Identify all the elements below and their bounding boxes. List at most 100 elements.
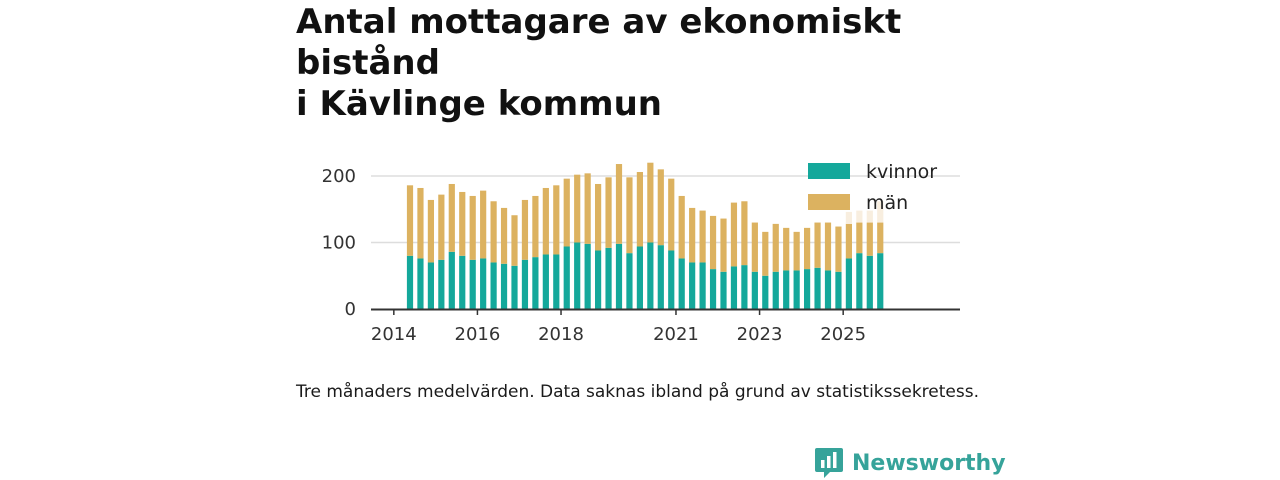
chart-caption: Tre månaders medelvärden. Data saknas ib… — [296, 382, 979, 402]
bar-man-35 — [772, 223, 779, 272]
bar-kvinnor-36 — [783, 270, 790, 309]
bar-kvinnor-24 — [657, 245, 664, 309]
bar-man-17 — [584, 173, 591, 244]
bar-kvinnor-39 — [814, 267, 821, 309]
bar-kvinnor-30 — [720, 271, 727, 309]
bar-kvinnor-32 — [741, 265, 748, 309]
bar-kvinnor-22 — [636, 246, 643, 309]
bar-kvinnor-27 — [689, 262, 696, 309]
bar-man-20 — [615, 164, 623, 244]
axes: 0 100 200 2014 2016 2018 2021 2023 2025 — [322, 166, 960, 345]
bar-man-21 — [626, 177, 633, 254]
bar-man-14 — [553, 185, 560, 255]
bar-man-34 — [762, 231, 769, 276]
bar-faded-44 — [866, 210, 873, 223]
legend-label-kvinnor: kvinnor — [866, 161, 937, 183]
legend-swatch-kvinnor — [808, 163, 850, 179]
x-tick-label: 2025 — [820, 324, 866, 345]
x-tick-label: 2023 — [737, 324, 783, 345]
bar-man-30 — [720, 218, 727, 272]
bar-kvinnor-16 — [574, 242, 581, 309]
bar-man-36 — [783, 227, 790, 271]
bar-faded-43 — [856, 210, 863, 223]
bar-man-28 — [699, 210, 706, 263]
bar-kvinnor-15 — [563, 246, 570, 309]
bar-kvinnor-6 — [469, 259, 476, 309]
bar-kvinnor-34 — [762, 275, 769, 309]
chart-title-line-2: i Kävlinge kommun — [296, 84, 663, 124]
bar-faded-42 — [845, 211, 852, 224]
bar-man-42 — [845, 223, 852, 259]
bar-kvinnor-43 — [856, 253, 863, 309]
bar-man-22 — [636, 172, 643, 247]
bar-man-11 — [521, 199, 529, 260]
bar-man-39 — [814, 222, 821, 268]
bar-man-10 — [511, 215, 518, 266]
bar-man-33 — [751, 222, 758, 272]
x-tick-label: 2016 — [455, 324, 501, 345]
bar-man-38 — [804, 227, 811, 270]
bar-kvinnor-21 — [626, 253, 633, 309]
bar-kvinnor-33 — [751, 271, 758, 309]
bar-man-1 — [417, 187, 424, 259]
bar-kvinnor-0 — [406, 255, 414, 309]
legend: kvinnor män — [808, 161, 937, 214]
bar-kvinnor-29 — [709, 269, 717, 309]
bar-kvinnor-35 — [772, 271, 779, 309]
bar-kvinnor-25 — [668, 250, 675, 309]
bar-man-12 — [532, 195, 539, 258]
bar-man-37 — [793, 231, 800, 271]
x-tick-label: 2018 — [538, 324, 584, 345]
bar-kvinnor-8 — [490, 262, 497, 309]
x-tick-label: 2021 — [653, 324, 699, 345]
bar-kvinnor-37 — [793, 270, 800, 309]
bar-man-18 — [595, 183, 602, 251]
legend-swatch-man — [808, 194, 850, 210]
bar-man-23 — [647, 162, 654, 243]
bar-kvinnor-28 — [699, 262, 706, 309]
bar-kvinnor-26 — [678, 258, 685, 309]
bar-man-40 — [824, 222, 832, 271]
newsworthy-logo-icon — [815, 448, 843, 478]
bar-man-8 — [490, 201, 497, 263]
bar-kvinnor-42 — [845, 258, 852, 309]
bar-kvinnor-3 — [438, 259, 445, 309]
bar-kvinnor-38 — [804, 269, 811, 309]
bar-kvinnor-44 — [866, 255, 873, 309]
bar-kvinnor-4 — [448, 251, 455, 309]
bar-kvinnor-41 — [835, 271, 842, 309]
bar-man-0 — [406, 185, 414, 256]
bar-kvinnor-23 — [647, 242, 654, 309]
legend-label-man: män — [866, 192, 908, 214]
bar-man-31 — [730, 202, 738, 267]
bar-man-2 — [427, 199, 434, 263]
bar-man-24 — [657, 169, 664, 246]
bar-man-32 — [741, 201, 748, 266]
bar-man-5 — [459, 191, 466, 256]
bar-man-44 — [866, 222, 873, 256]
bars — [406, 162, 884, 309]
bar-kvinnor-20 — [615, 243, 623, 309]
bar-kvinnor-11 — [521, 259, 529, 309]
bar-kvinnor-14 — [553, 254, 560, 309]
bar-kvinnor-40 — [824, 270, 832, 309]
x-tick-label: 2014 — [371, 324, 417, 345]
bar-kvinnor-5 — [459, 255, 466, 309]
bar-man-7 — [480, 190, 487, 259]
bar-kvinnor-18 — [595, 250, 602, 309]
bar-kvinnor-31 — [730, 266, 738, 309]
bar-man-41 — [835, 226, 842, 272]
bar-man-26 — [678, 195, 685, 259]
bar-kvinnor-7 — [480, 258, 487, 309]
chart-title-line-1: Antal mottagare av ekonomiskt bistånd — [296, 2, 902, 83]
bar-kvinnor-2 — [427, 262, 434, 309]
bar-kvinnor-19 — [605, 247, 612, 309]
bar-man-25 — [668, 178, 675, 251]
bar-man-27 — [689, 207, 696, 263]
chart-title: Antal mottagare av ekonomiskt bistånd i … — [296, 2, 1016, 125]
y-tick-label: 0 — [345, 299, 356, 320]
bar-kvinnor-17 — [584, 243, 591, 309]
bar-kvinnor-10 — [511, 265, 518, 309]
bar-kvinnor-9 — [500, 263, 508, 309]
